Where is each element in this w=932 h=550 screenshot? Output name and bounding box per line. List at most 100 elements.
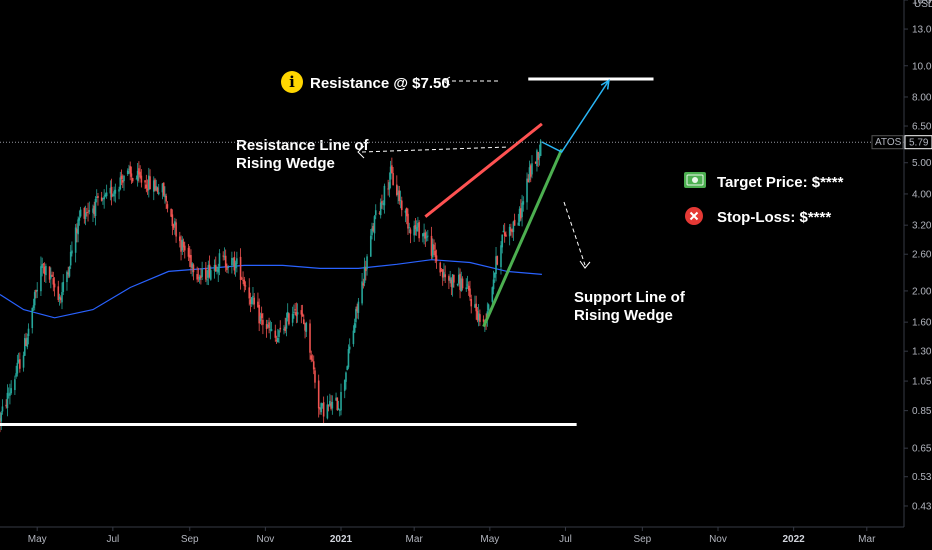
price-tick-label: 3.20 <box>912 221 932 232</box>
candle-body <box>257 301 259 308</box>
candle-body <box>146 188 149 191</box>
candle-body <box>501 234 504 248</box>
candle-body <box>398 190 401 202</box>
candle-body <box>513 219 516 226</box>
time-tick-label: Nov <box>256 534 274 545</box>
candle-body <box>336 397 339 410</box>
candle-body <box>1 406 4 412</box>
candle-body <box>493 272 496 278</box>
candle-body <box>293 311 295 313</box>
candle-body <box>78 217 81 221</box>
candle-body <box>441 269 444 278</box>
candle-body <box>319 408 321 410</box>
candle-body <box>69 251 72 266</box>
candle-body <box>253 297 256 305</box>
candle-body <box>373 216 376 234</box>
candle-body <box>0 412 3 422</box>
candle-body <box>130 173 133 177</box>
candle-body <box>303 319 305 324</box>
price-axis[interactable]: USD 16.00 13.00 10.00 8.00 6.50 5.00 4.00 3.20 2… <box>903 0 932 527</box>
candle-body <box>423 232 425 237</box>
candle-body <box>355 309 357 323</box>
candle-body <box>322 402 325 417</box>
candle-body <box>156 187 159 193</box>
candle-body <box>291 313 294 323</box>
candle-body <box>126 170 129 175</box>
candle-body <box>400 200 403 211</box>
candle-body <box>425 236 428 238</box>
candle-body <box>330 403 332 409</box>
candle-body <box>43 266 46 275</box>
candle-body <box>405 208 408 217</box>
candle-body <box>521 202 523 218</box>
candle-body <box>88 210 91 212</box>
candle-body <box>27 328 30 337</box>
candle-body <box>210 270 212 280</box>
candle-body <box>214 264 217 272</box>
time-axis[interactable]: May Jul Sep Nov 2021 Mar May Jul Sep Nov 2022 Mar <box>0 526 904 545</box>
candle-body <box>366 256 368 270</box>
candle-body <box>285 318 288 329</box>
candle-body <box>16 362 19 374</box>
ticker-label: ATOS <box>875 137 902 148</box>
candle-body <box>233 257 236 271</box>
candles-layer <box>0 139 542 433</box>
candle-body <box>343 380 346 391</box>
candle-body <box>469 288 471 298</box>
candle-body <box>407 213 409 229</box>
support-line-annotation: Support Line of Rising Wedge <box>563 201 686 324</box>
candle-body <box>114 189 117 194</box>
candle-body <box>444 274 446 278</box>
candle-body <box>409 229 412 234</box>
candle-body <box>33 292 36 306</box>
candle-body <box>149 176 151 190</box>
candle-body <box>378 212 381 214</box>
candle-body <box>187 247 190 257</box>
price-tick-label: 1.05 <box>912 377 932 388</box>
price-tick-label: 5.00 <box>912 158 932 169</box>
candle-body <box>196 274 198 280</box>
price-tick-label: 13.00 <box>912 25 932 36</box>
candle-body <box>223 256 226 258</box>
candle-body <box>57 286 60 300</box>
candle-body <box>191 263 194 269</box>
candle-body <box>10 388 12 394</box>
candle-body <box>252 295 254 298</box>
currency-label: USD <box>914 0 932 10</box>
candle-body <box>414 225 417 229</box>
candle-body <box>326 404 329 419</box>
candle-body <box>102 198 104 199</box>
candle-body <box>93 205 96 215</box>
candle-body <box>528 167 531 181</box>
time-tick-label: Nov <box>709 534 727 545</box>
price-tick-label: 8.00 <box>912 92 932 103</box>
candle-body <box>286 311 289 318</box>
candle-body <box>52 278 55 285</box>
candle-body <box>61 292 63 303</box>
candle-body <box>338 409 341 411</box>
candle-body <box>118 189 120 192</box>
wedge-resistance-line <box>424 122 543 218</box>
candle-body <box>374 210 377 216</box>
price-tick-label: 2.00 <box>912 286 932 297</box>
price-tick-label: 2.60 <box>912 250 932 261</box>
candle-body <box>129 166 132 174</box>
candle-body <box>465 287 468 290</box>
candle-body <box>476 310 479 321</box>
candle-body <box>76 229 78 233</box>
candle-body <box>109 187 112 194</box>
support-line-label-2: Rising Wedge <box>574 307 673 324</box>
candle-body <box>331 401 334 409</box>
last-price-label: 5.79 <box>909 138 929 149</box>
candle-body <box>68 266 71 277</box>
resistance-pointer-arrow <box>441 76 451 86</box>
candle-body <box>418 222 420 239</box>
resistance-line-pointer-arrow <box>357 145 365 159</box>
candle-body <box>505 234 507 237</box>
candle-body <box>155 186 158 191</box>
candle-body <box>479 314 481 322</box>
drawings-layer <box>0 77 654 426</box>
candle-body <box>171 214 174 226</box>
candle-body <box>262 319 264 325</box>
